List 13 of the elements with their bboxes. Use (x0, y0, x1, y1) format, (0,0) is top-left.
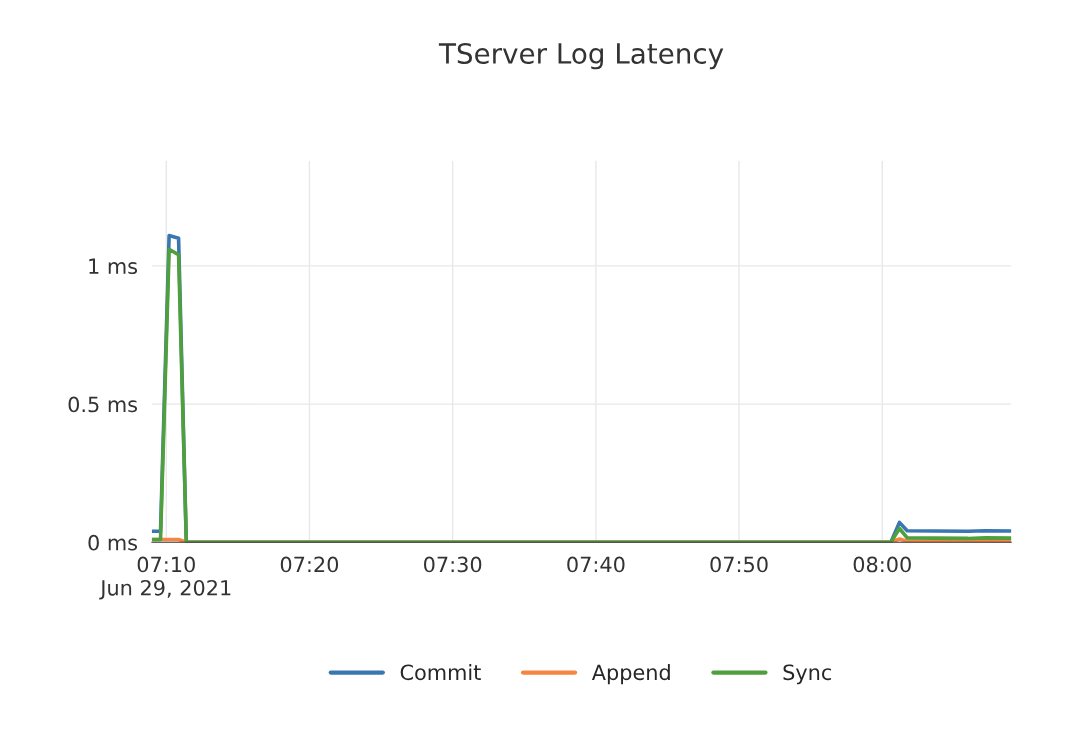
x-tick-label: 07:20 (280, 556, 339, 573)
y-tick-label: 0 ms (88, 534, 138, 551)
y-tick-label: 0.5 ms (68, 396, 138, 413)
legend-label: Sync (783, 664, 832, 685)
x-tick-label: 07:50 (710, 556, 768, 573)
y-tick-label: 1 ms (89, 258, 138, 275)
x-tick-label: 08:00 (853, 556, 911, 573)
legend-label: Commit (400, 664, 481, 681)
x-tick-label: 07:30 (424, 556, 482, 573)
x-tick-label: 07:40 (567, 556, 625, 573)
legend-label: Append (591, 664, 670, 685)
chart-title: TServer Log Latency (438, 42, 724, 70)
x-tick-label: 07:10 Jun 29, 2021 (99, 556, 231, 600)
